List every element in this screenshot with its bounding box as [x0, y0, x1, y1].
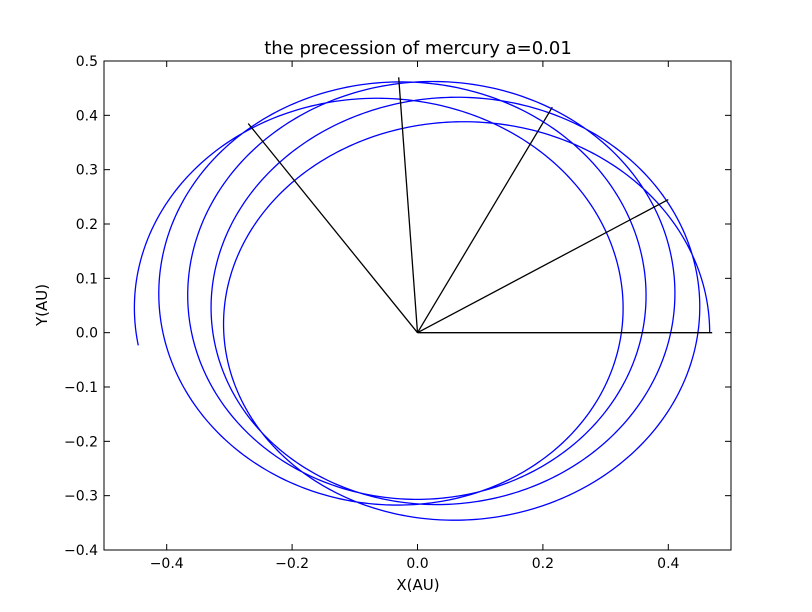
- y-tick-label: −0.2: [64, 434, 98, 450]
- y-tick-label: −0.3: [64, 489, 98, 505]
- perihelion-line-4: [398, 77, 419, 333]
- y-tick-label: 0.4: [76, 108, 98, 124]
- x-tick-label: −0.4: [150, 556, 184, 572]
- perihelion-line-5: [247, 123, 419, 334]
- x-tick-label: 0.2: [532, 556, 554, 572]
- y-tick-label: 0.3: [76, 163, 98, 179]
- data-layer: [133, 77, 713, 521]
- plot-area: [104, 61, 731, 550]
- x-tick-label: −0.2: [275, 556, 309, 572]
- y-axis-ticks: −0.4 −0.3 −0.2 −0.1 0.0 0.1 0.2 0.3 0.4 0.5: [64, 54, 731, 559]
- perihelion-line-3: [416, 106, 553, 334]
- y-tick-label: −0.4: [64, 543, 98, 559]
- orbit-series-line: [133, 80, 711, 521]
- y-axis-label: Y(AU): [33, 284, 51, 327]
- y-tick-label: 0.2: [76, 217, 98, 233]
- y-tick-label: 0.1: [76, 271, 98, 287]
- y-tick-label: 0.5: [76, 54, 98, 70]
- y-tick-label: −0.1: [64, 380, 98, 396]
- x-axis-ticks: −0.4 −0.2 0.0 0.2 0.4: [150, 61, 680, 572]
- perihelion-line-2: [417, 198, 669, 334]
- x-tick-label: 0.4: [657, 556, 679, 572]
- x-tick-label: 0.0: [406, 556, 428, 572]
- chart-title: the precession of mercury a=0.01: [264, 38, 572, 59]
- y-tick-label: 0.0: [76, 326, 98, 342]
- x-axis-label: X(AU): [396, 576, 439, 594]
